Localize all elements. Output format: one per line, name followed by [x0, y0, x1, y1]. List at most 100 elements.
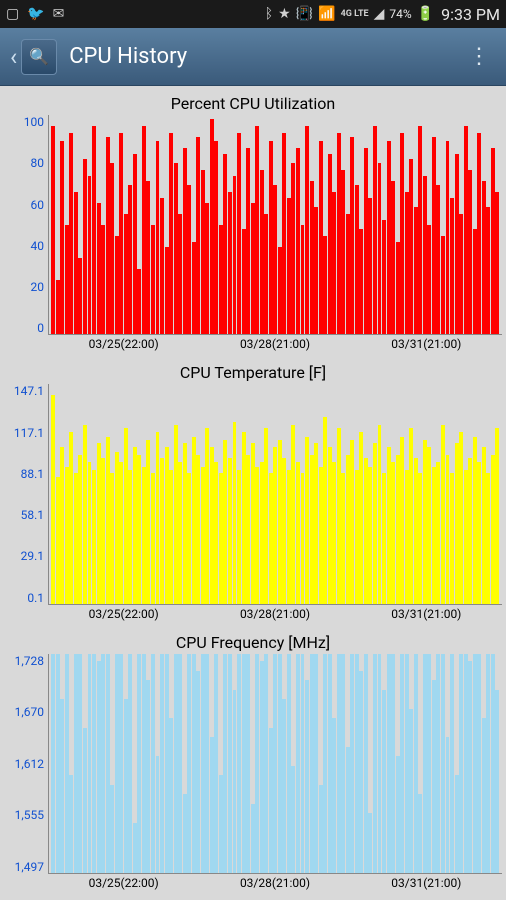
bar [423, 176, 427, 334]
bar [264, 214, 268, 335]
bar [88, 462, 92, 604]
bar [251, 804, 255, 873]
bar [296, 654, 300, 873]
bar [486, 207, 490, 334]
y-tick-label: 1,497 [4, 860, 44, 874]
bar [436, 185, 440, 334]
bar [418, 794, 422, 873]
bar [187, 185, 191, 334]
y-tick-label: 80 [4, 156, 44, 170]
bar [92, 126, 96, 334]
bar [128, 185, 132, 334]
bar [346, 214, 350, 335]
bar [400, 133, 404, 335]
bar [468, 458, 472, 604]
bar [110, 473, 114, 604]
bar [246, 455, 250, 604]
bar [133, 823, 137, 873]
bar [468, 661, 472, 873]
bar [341, 170, 345, 334]
bar [278, 654, 282, 873]
bar [228, 458, 232, 604]
bar [124, 214, 128, 335]
bar [169, 718, 173, 873]
bar [269, 728, 273, 873]
bar [83, 159, 87, 334]
bar [119, 462, 123, 604]
bar [477, 654, 481, 873]
bar [124, 428, 128, 604]
bar [146, 181, 150, 335]
bar [436, 462, 440, 604]
overflow-menu-icon[interactable]: ⋮ [462, 44, 496, 69]
twitter-icon: 🐦 [27, 6, 44, 22]
bar [459, 214, 463, 335]
vibrate-icon: 📳 [296, 6, 313, 22]
bar [368, 467, 372, 604]
bar [228, 192, 232, 335]
bar [486, 473, 490, 604]
bar [450, 473, 454, 604]
bar [278, 440, 282, 604]
bar [65, 467, 69, 604]
bar [214, 141, 218, 334]
bar [219, 775, 223, 873]
bar [115, 452, 119, 604]
bar [74, 654, 78, 873]
plot-area: 03/25(22:00)03/28(21:00)03/31(21:00) [48, 654, 502, 892]
chart-body: 147.1117.188.158.129.10.103/25(22:00)03/… [4, 384, 502, 622]
bar [323, 236, 327, 335]
x-tick-label: 03/28(21:00) [240, 876, 310, 892]
bar [373, 654, 377, 873]
bar [368, 813, 372, 873]
bar [233, 690, 237, 873]
bar [287, 198, 291, 334]
bar [78, 258, 82, 335]
bar [423, 440, 427, 604]
bar [341, 473, 345, 604]
bar [115, 236, 119, 335]
bar [223, 154, 227, 334]
bars-container[interactable] [48, 654, 502, 874]
bar [60, 141, 64, 334]
x-axis: 03/25(22:00)03/28(21:00)03/31(21:00) [48, 335, 502, 353]
bar [364, 654, 368, 873]
bar [237, 133, 241, 335]
bar [165, 247, 169, 335]
bar [468, 170, 472, 334]
bar [482, 718, 486, 873]
chart-title: CPU Frequency [MHz] [4, 633, 502, 652]
bar [332, 718, 336, 873]
bar [210, 119, 214, 334]
bar [237, 470, 241, 604]
y-axis: 1,7281,6701,6121,5551,497 [4, 654, 48, 892]
y-tick-label: 1,670 [4, 705, 44, 719]
app-icon[interactable] [21, 39, 57, 75]
bar [69, 432, 73, 603]
bar [110, 785, 114, 873]
bars-container[interactable] [48, 384, 502, 604]
bar [210, 737, 214, 873]
chart-block: CPU Temperature [F]147.1117.188.158.129.… [4, 363, 502, 622]
bar [228, 654, 232, 873]
bar [174, 654, 178, 873]
back-icon[interactable]: ‹ [10, 43, 17, 71]
bar [196, 455, 200, 604]
bar [328, 447, 332, 604]
bar [446, 455, 450, 604]
bar [174, 163, 178, 334]
bar [373, 443, 377, 604]
bar [337, 654, 341, 873]
bar [156, 141, 160, 334]
bar [264, 654, 268, 873]
bar [446, 737, 450, 873]
bar [97, 443, 101, 604]
bar [323, 654, 327, 873]
bar [450, 654, 454, 873]
bars-container[interactable] [48, 115, 502, 335]
bar [314, 654, 318, 873]
bar [88, 176, 92, 334]
bar [92, 654, 96, 873]
bar [355, 185, 359, 334]
bar [296, 148, 300, 334]
